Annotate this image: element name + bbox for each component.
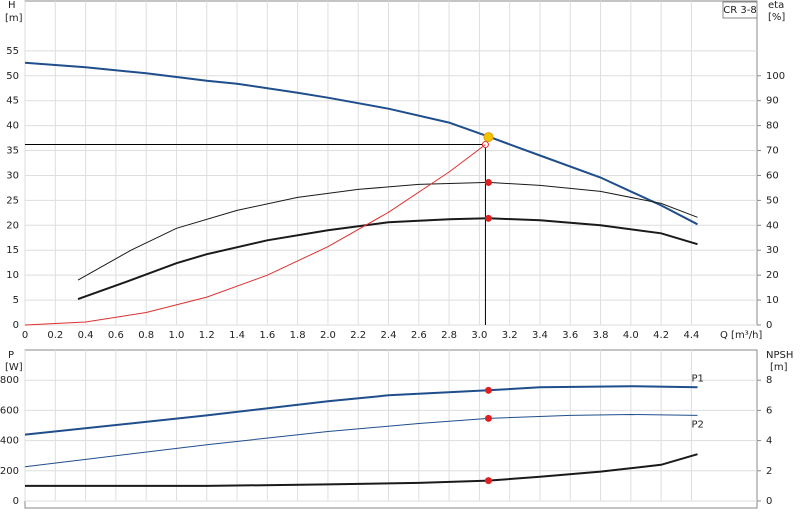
duty-marker [484,214,492,222]
series-label: P1 [691,373,703,384]
y-tick-label: 20 [6,220,19,231]
x-tick-label: 2.2 [350,330,366,341]
duty-marker [484,477,492,485]
y2-tick-label: 20 [766,270,779,281]
y-axis-label: H [8,0,16,11]
y2-tick-label: 10 [766,295,779,306]
x-tick-label: 1.4 [229,330,245,341]
model-label: CR 3-8 [723,5,756,16]
y-tick-label: 10 [6,270,19,281]
y2-tick-label: 100 [766,71,785,82]
y2-axis-label: eta [768,0,784,11]
y2-tick-label: 90 [766,96,779,107]
x-tick-label: 1.0 [169,330,185,341]
x-tick-label: 4.4 [683,330,699,341]
y2-tick-label: 8 [766,375,772,386]
y-tick-label: 400 [0,436,19,447]
y2-tick-label: 50 [766,195,779,206]
y2-tick-label: 2 [766,466,772,477]
y-tick-label: 55 [6,46,19,57]
y-axis-unit: [W] [5,362,23,373]
y-axis-unit: [m] [5,13,23,24]
y-tick-label: 5 [13,295,19,306]
x-tick-label: 3.6 [562,330,578,341]
x-tick-label: 2.4 [381,330,397,341]
curve [77,181,698,281]
y2-tick-label: 6 [766,405,772,416]
x-tick-label: 1.6 [259,330,275,341]
x-tick-label: 2.8 [441,330,457,341]
duty-marker [483,132,494,143]
y-tick-label: 25 [6,195,19,206]
y2-tick-label: 4 [766,436,772,447]
x-tick-label: 2.6 [411,330,427,341]
x-tick-label: 3.4 [532,330,548,341]
curve [24,61,698,226]
curve [25,453,698,487]
duty-marker [484,178,492,186]
curve [24,144,486,326]
curve [24,413,698,468]
plot-frame [24,0,758,326]
x-tick-label: 0 [22,330,28,341]
y2-tick-label: 60 [766,170,779,181]
curve [77,217,698,301]
y-tick-label: 600 [0,405,19,416]
x-tick-label: 0.2 [47,330,63,341]
duty-marker [484,414,492,422]
model-box [722,1,758,19]
x-tick-label: 3.2 [502,330,518,341]
x-tick-label: 0.8 [138,330,154,341]
x-tick-label: 3.8 [593,330,609,341]
x-tick-label: 1.2 [199,330,215,341]
x-axis-label: Q [m³/h] [720,330,762,341]
y2-tick-label: 80 [766,121,779,132]
y-tick-label: 0 [13,320,19,331]
y2-axis-unit: [m] [770,362,788,373]
y2-tick-label: 30 [766,245,779,256]
y2-tick-label: 0 [766,496,772,507]
y2-tick-label: 40 [766,220,779,231]
y-tick-label: 30 [6,170,19,181]
curve [24,385,698,436]
x-tick-label: 1.8 [290,330,306,341]
x-tick-label: 0.6 [108,330,124,341]
y-tick-label: 200 [0,466,19,477]
x-tick-label: 2.0 [320,330,336,341]
x-tick-label: 3.0 [471,330,487,341]
y-tick-label: 35 [6,146,19,157]
y2-axis-unit: [%] [768,12,785,23]
y-axis-label: P [8,350,14,361]
y-tick-label: 45 [6,96,19,107]
y-tick-label: 50 [6,71,19,82]
x-tick-label: 4.2 [653,330,669,341]
y2-axis-label: NPSH [766,350,793,361]
duty-marker [484,386,492,394]
y-tick-label: 15 [6,245,19,256]
y-tick-label: 40 [6,121,19,132]
y-tick-label: 800 [0,375,19,386]
x-tick-label: 0.4 [78,330,94,341]
y2-tick-label: 70 [766,146,779,157]
y-tick-label: 0 [13,496,19,507]
x-tick-label: 4.0 [623,330,639,341]
series-label: P2 [691,419,703,430]
y2-tick-label: 0 [766,320,772,331]
